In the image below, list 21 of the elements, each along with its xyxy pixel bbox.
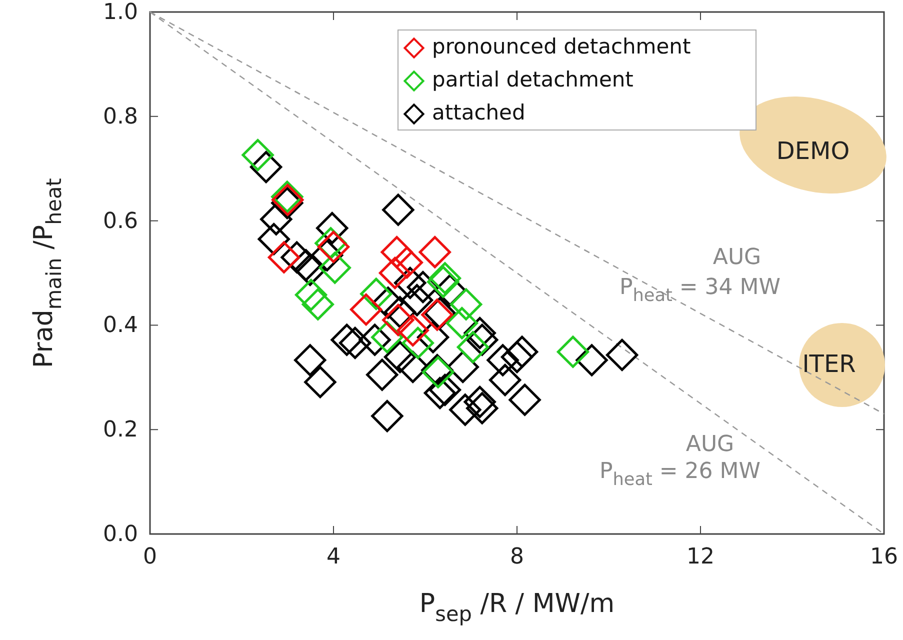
annotation: P$_{heat}$ = 26 MW: [599, 459, 761, 490]
legend-label: pronounced detachment: [432, 34, 691, 59]
x-tick-label: 8: [510, 544, 524, 570]
legend-label: partial detachment: [432, 68, 634, 92]
y-tick-label: 0.6: [103, 208, 138, 234]
annotation: ITER: [802, 350, 856, 378]
annotation: AUG: [712, 245, 762, 270]
x-tick-label: 16: [870, 544, 898, 570]
y-tick-label: 0.8: [103, 104, 138, 130]
y-tick-label: 0.2: [103, 418, 138, 443]
y-tick-label: 0.4: [103, 313, 138, 338]
x-tick-label: 4: [326, 544, 340, 570]
x-tick-label: 0: [143, 544, 157, 570]
x-tick-label: 12: [686, 544, 714, 570]
x-axis-title: P$_{sep}$ /R / MW/m: [419, 589, 615, 626]
annotation: DEMO: [776, 136, 850, 165]
y-tick-label: 1.0: [103, 0, 138, 26]
legend-label: attached: [432, 100, 526, 125]
annotation: AUG: [686, 432, 734, 458]
annotation: P$_{heat}$ = 34 MW: [619, 275, 781, 306]
y-tick-label: 0.0: [103, 522, 138, 548]
